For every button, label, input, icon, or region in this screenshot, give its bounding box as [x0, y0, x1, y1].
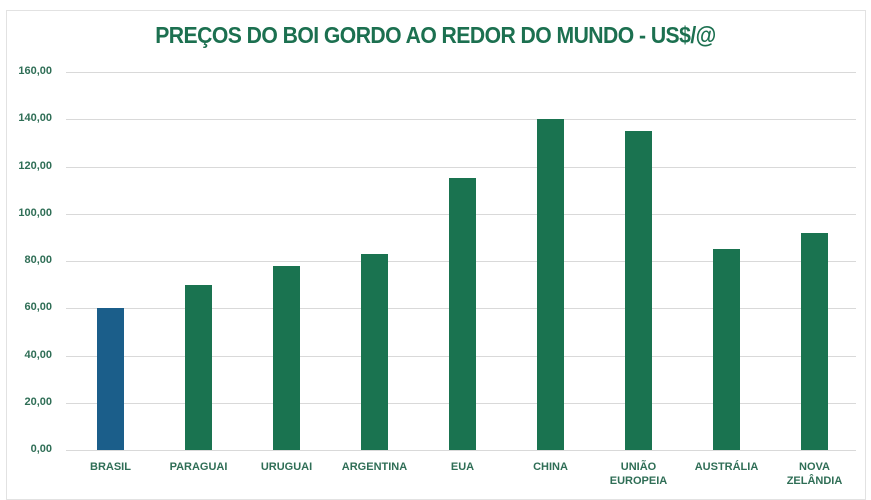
bar-argentina — [361, 253, 388, 450]
y-tick-label: 140,00 — [18, 112, 52, 125]
x-tick-label: URUGUAI — [260, 461, 313, 473]
y-tick-label: 120,00 — [18, 159, 52, 172]
bar-eua — [449, 178, 476, 450]
plot-area — [66, 72, 856, 451]
gridline — [66, 166, 856, 168]
y-tick-label: 100,00 — [18, 206, 52, 219]
x-tick-label: EUA — [450, 461, 475, 473]
bar-austrália — [713, 249, 740, 450]
y-tick-label: 60,00 — [24, 301, 52, 314]
x-tick-label: UNIÃO EUROPEIA — [609, 461, 668, 487]
gridline — [66, 450, 856, 451]
x-tick-label: ARGENTINA — [341, 461, 408, 473]
y-tick-label: 40,00 — [24, 348, 52, 361]
gridline — [66, 72, 856, 73]
y-tick-label: 0,00 — [30, 443, 52, 455]
bar-união-europeia — [625, 131, 652, 450]
bar-china — [537, 119, 564, 450]
bar-paraguai — [185, 284, 212, 450]
bar-nova-zelândia — [801, 232, 828, 450]
gridline — [66, 119, 856, 121]
x-tick-label: CHINA — [533, 461, 568, 473]
x-tick-label: AUSTRÁLIA — [694, 461, 759, 473]
chart-title: PREÇOS DO BOI GORDO AO REDOR DO MUNDO - … — [155, 22, 716, 48]
bar-uruguai — [273, 265, 300, 450]
y-tick-label: 80,00 — [24, 254, 52, 266]
y-tick-label: 160,00 — [18, 65, 52, 77]
x-tick-label: NOVA ZELÂNDIA — [786, 461, 843, 487]
bar-brasil — [97, 308, 124, 450]
x-tick-label: BRASIL — [90, 461, 131, 473]
x-tick-label: PARAGUAI — [169, 461, 228, 473]
y-tick-label: 20,00 — [24, 395, 52, 408]
